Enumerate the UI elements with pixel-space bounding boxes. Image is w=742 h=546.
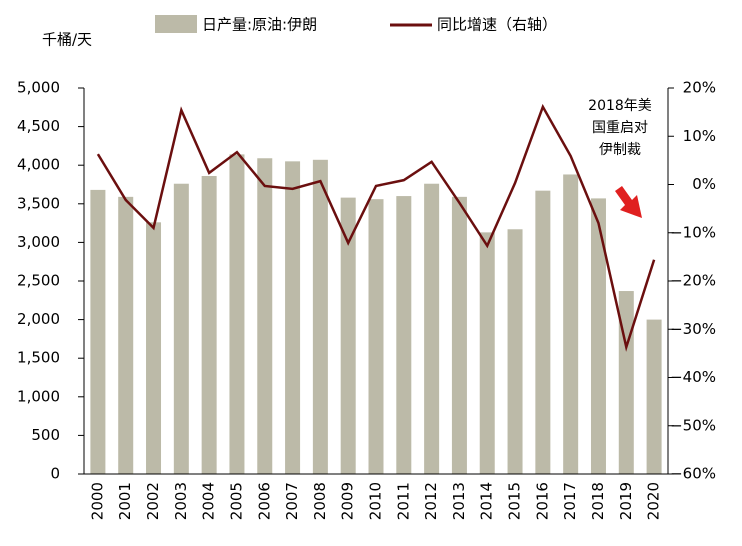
x-tick-label: 2009 bbox=[339, 482, 357, 520]
bar bbox=[424, 183, 440, 474]
annotation: 伊制裁 bbox=[599, 142, 641, 158]
bar bbox=[590, 198, 606, 474]
x-tick-label: 2010 bbox=[367, 482, 385, 520]
y2-tick-label: −10% bbox=[670, 223, 716, 241]
bar bbox=[507, 229, 523, 474]
y2-tick-label: −30% bbox=[670, 320, 716, 338]
bar bbox=[479, 232, 495, 474]
bar bbox=[173, 183, 189, 474]
x-tick-label: 2000 bbox=[88, 482, 106, 520]
y-tick-label: 4,000 bbox=[17, 156, 60, 174]
y-tick-label: 2,000 bbox=[17, 310, 60, 328]
y2-tick-label: 20% bbox=[683, 79, 716, 97]
y-tick-label: 1,500 bbox=[17, 349, 60, 367]
bar bbox=[340, 197, 356, 474]
annotation: 2018年美 bbox=[588, 98, 652, 114]
y-tick-label: 1,000 bbox=[17, 387, 60, 405]
annotation: 国重启对 bbox=[592, 120, 648, 136]
x-tick-label: 2005 bbox=[227, 482, 245, 520]
legend-label: 同比增速（右轴） bbox=[437, 16, 557, 34]
bar bbox=[257, 158, 273, 474]
bar bbox=[229, 154, 245, 474]
y-tick-label: 2,500 bbox=[17, 272, 60, 290]
y2-tick-label: −40% bbox=[670, 368, 716, 386]
bar bbox=[146, 222, 162, 474]
bar bbox=[312, 159, 328, 474]
x-tick-label: 2018 bbox=[589, 482, 607, 520]
x-tick-label: 2014 bbox=[478, 482, 496, 520]
bar bbox=[396, 196, 412, 474]
legend-label: 日产量:原油:伊朗 bbox=[202, 16, 317, 34]
x-tick-label: 2020 bbox=[645, 482, 663, 520]
bar bbox=[368, 199, 384, 474]
bar bbox=[563, 174, 579, 475]
bar bbox=[451, 196, 467, 475]
y-tick-label: 5,000 bbox=[17, 79, 60, 97]
x-tick-label: 2006 bbox=[255, 482, 273, 520]
y2-tick-label: 10% bbox=[683, 127, 716, 145]
x-tick-label: 2001 bbox=[116, 482, 134, 520]
x-tick-label: 2011 bbox=[394, 482, 412, 520]
x-tick-label: 2016 bbox=[533, 482, 551, 520]
x-tick-label: 2012 bbox=[422, 482, 440, 520]
annotation-arrow bbox=[615, 186, 642, 218]
y2-tick-label: 0% bbox=[692, 175, 716, 193]
y-tick-label: 500 bbox=[31, 426, 60, 444]
x-tick-label: 2008 bbox=[311, 482, 329, 520]
y2-tick-label: −60% bbox=[670, 465, 716, 483]
x-tick-label: 2017 bbox=[561, 482, 579, 520]
y-tick-label: 4,500 bbox=[17, 117, 60, 135]
x-tick-label: 2013 bbox=[450, 482, 468, 520]
y2-tick-label: −20% bbox=[670, 272, 716, 290]
x-tick-label: 2002 bbox=[144, 482, 162, 520]
bar bbox=[90, 189, 106, 475]
bar bbox=[118, 196, 134, 475]
x-tick-label: 2019 bbox=[617, 482, 635, 520]
bar bbox=[535, 190, 551, 474]
y-tick-label: 0 bbox=[50, 465, 60, 483]
legend-swatch bbox=[155, 15, 197, 33]
bar bbox=[201, 176, 217, 474]
bar bbox=[285, 161, 301, 474]
x-tick-label: 2015 bbox=[506, 482, 524, 520]
x-tick-label: 2004 bbox=[200, 482, 218, 520]
x-tick-label: 2007 bbox=[283, 482, 301, 520]
bar bbox=[646, 319, 662, 474]
y-tick-label: 3,500 bbox=[17, 194, 60, 212]
y-tick-label: 3,000 bbox=[17, 233, 60, 251]
line bbox=[96, 103, 656, 352]
x-tick-label: 2003 bbox=[172, 482, 190, 520]
y-axis-label: 千桶/天 bbox=[42, 31, 92, 49]
y2-tick-label: −50% bbox=[670, 416, 716, 434]
